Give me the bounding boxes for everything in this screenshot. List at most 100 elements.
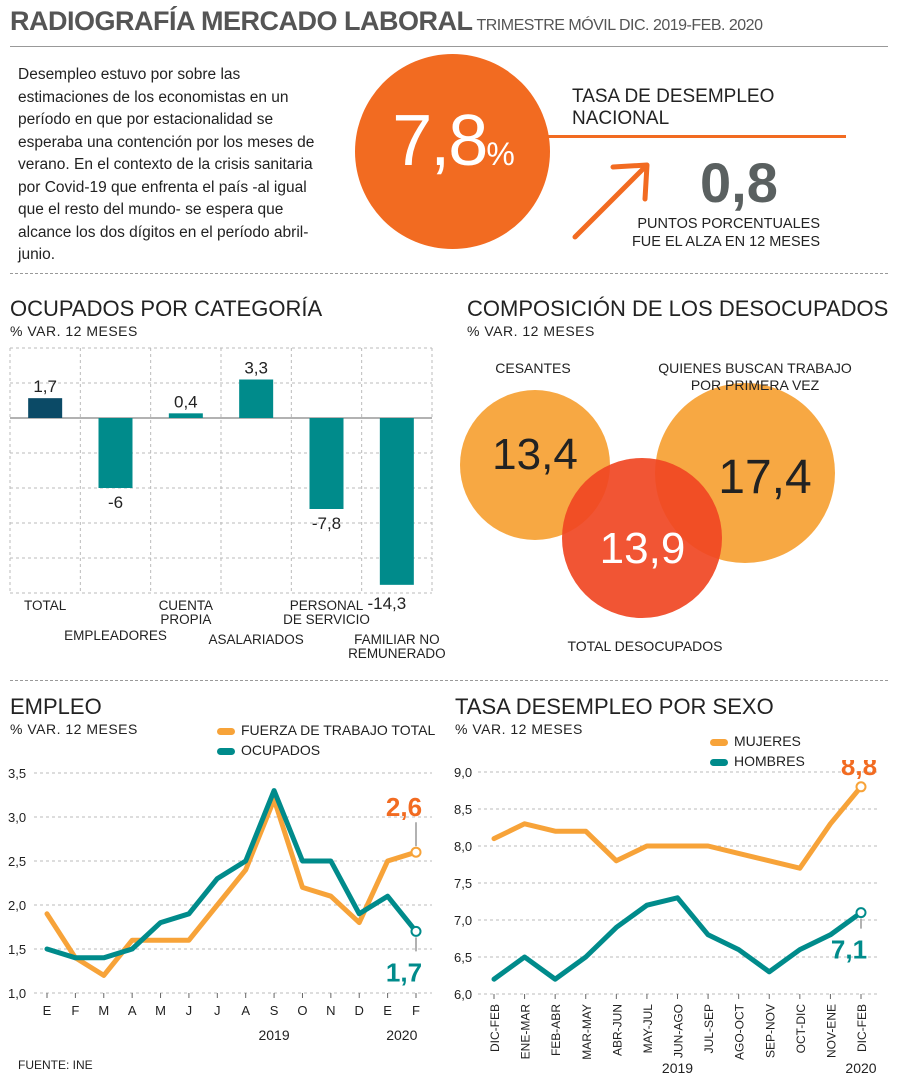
- x-tick-label: FEB-ABR: [549, 1004, 563, 1056]
- ocupados-title: OCUPADOS POR CATEGORÍA: [10, 296, 323, 321]
- legend-ocupados-swatch: [217, 747, 235, 755]
- divider-1: [10, 273, 888, 274]
- x-tick-label: E: [383, 1003, 392, 1018]
- legend-fuerza-swatch: [217, 727, 235, 735]
- category-label: FAMILIAR NO: [354, 632, 440, 647]
- x-tick-label: N: [326, 1003, 335, 1018]
- bar-value-label: -6: [108, 493, 123, 512]
- bar-value-label: 0,4: [174, 392, 198, 411]
- desocupados-subtitle: % VAR. 12 MESES: [467, 323, 595, 339]
- x-tick-label: MAR-MAY: [580, 1004, 594, 1060]
- y-tick-label: 8,5: [454, 802, 472, 817]
- total-label: TOTAL DESOCUPADOS: [567, 638, 723, 654]
- y-tick-label: 1,0: [8, 986, 26, 1001]
- legend-ocupados-text: OCUPADOS: [241, 742, 321, 758]
- rate-unit: %: [486, 136, 514, 172]
- legend-mujeres: MUJERES: [710, 733, 801, 749]
- x-tick-label: M: [155, 1003, 166, 1018]
- ocupados-line: [44, 788, 419, 961]
- legend-mujeres-text: MUJERES: [734, 733, 801, 749]
- fuerza-end-label: 2,6: [386, 792, 422, 822]
- x-tick-label: NOV-ENE: [824, 1004, 838, 1058]
- bar: [98, 418, 133, 488]
- year-label-2019: 2019: [258, 1027, 289, 1043]
- primera-vez-value: 17,4: [718, 451, 812, 504]
- intro-text: Desempleo estuvo por sobre las estimacio…: [18, 66, 315, 263]
- x-tick-label: SEP-NOV: [763, 1004, 777, 1058]
- title-text: RADIOGRAFÍA MERCADO LABORAL: [10, 6, 473, 36]
- sexo-title: TASA DESEMPLEO POR SEXO: [455, 694, 774, 719]
- rate-label: TASA DE DESEMPLEO NACIONAL: [572, 86, 775, 129]
- hombres-line: [491, 895, 864, 982]
- primera-vez-label-2: POR PRIMERA VEZ: [690, 377, 820, 393]
- x-tick-label: O: [297, 1003, 307, 1018]
- fuerza-line: [44, 796, 419, 978]
- legend-mujeres-swatch: [710, 738, 728, 746]
- y-tick-label: 2,0: [8, 898, 26, 913]
- bar: [168, 413, 203, 418]
- empleo-line-chart: 1,0 1,5 2,0 2,5 3,0 3,5 E F M A M J J A S O N D E F 2019 2020…: [8, 766, 432, 1043]
- source-note: FUENTE: INE: [18, 1058, 93, 1072]
- ocupados-end-label: 1,7: [386, 957, 422, 987]
- category-label: EMPLEADORES: [64, 628, 167, 643]
- change-value: 0,8: [700, 151, 778, 214]
- legend-hombres-text: HOMBRES: [734, 753, 805, 769]
- y-tick-label: 1,5: [8, 942, 26, 957]
- x-tick-label: F: [412, 1003, 420, 1018]
- fuerza-end-marker: [410, 846, 422, 858]
- x-tick-label: M: [98, 1003, 109, 1018]
- x-tick-label: J: [214, 1003, 221, 1018]
- bar-value-label: 3,3: [244, 359, 268, 378]
- x-tick-label: JUL-SEP: [702, 1004, 716, 1053]
- legend-ocupados: OCUPADOS: [217, 742, 320, 758]
- page-subtitle: TRIMESTRE MÓVIL DIC. 2019-FEB. 2020: [476, 17, 763, 34]
- rate-number: 7,8: [392, 101, 488, 181]
- category-label: PERSONAL: [290, 598, 364, 613]
- x-tick-label: E: [43, 1003, 52, 1018]
- x-tick-label: DIC-FEB: [855, 1004, 869, 1052]
- bar-value-label: -14,3: [367, 594, 406, 613]
- cesantes-value: 13,4: [492, 430, 578, 479]
- x-tick-label: OCT-DIC: [794, 1004, 808, 1054]
- x-tick-label: ENE-MAR: [519, 1004, 533, 1060]
- legend-fuerza-text: FUERZA DE TRABAJO TOTAL: [241, 722, 436, 738]
- category-label: TOTAL: [24, 598, 67, 613]
- divider-2: [10, 680, 888, 681]
- mujeres-end-label: 8,8: [841, 760, 877, 781]
- up-arrow-icon: [572, 162, 650, 240]
- x-tick-label: F: [71, 1003, 79, 1018]
- y-tick-label: 6,5: [454, 950, 472, 965]
- venn-diagram: [460, 383, 835, 618]
- y-tick-label: 3,0: [8, 810, 26, 825]
- total-circle: [562, 458, 722, 618]
- rate-circle: [355, 54, 550, 249]
- y-tick-label: 9,0: [454, 765, 472, 780]
- legend-hombres: HOMBRES: [710, 753, 805, 769]
- hombres-end-label: 7,1: [831, 935, 867, 965]
- y-tick-label: 8,0: [454, 839, 472, 854]
- page-title: RADIOGRAFÍA MERCADO LABORAL TRIMESTRE MÓV…: [10, 6, 763, 37]
- mujeres-end-marker: [855, 781, 867, 793]
- ocupados-subtitle: % VAR. 12 MESES: [10, 323, 138, 339]
- change-label: PUNTOS PORCENTUALES FUE EL ALZA EN 12 MES…: [610, 215, 820, 251]
- category-label: PROPIA: [160, 612, 211, 627]
- legend-fuerza: FUERZA DE TRABAJO TOTAL: [217, 722, 435, 738]
- sexo-subtitle: % VAR. 12 MESES: [455, 721, 583, 737]
- legend-hombres-swatch: [710, 758, 728, 766]
- bar: [239, 379, 274, 418]
- y-tick-label: 7,5: [454, 876, 472, 891]
- x-tick-label: AGO-OCT: [733, 1003, 747, 1060]
- bar-value-label: -7,8: [312, 514, 341, 533]
- rate-line: [548, 135, 846, 138]
- ocupados-end-marker: [410, 925, 422, 937]
- category-label: CUENTA: [159, 598, 214, 613]
- x-tick-label: D: [355, 1003, 364, 1018]
- x-tick-label: A: [241, 1003, 250, 1018]
- year-label-2019: 2019: [662, 1060, 693, 1076]
- change-label-2: FUE EL ALZA EN 12 MESES: [631, 234, 820, 250]
- sexo-line-chart: 6,0 6,5 7,0 7,5 8,0 8,5 9,0 DIC-FEB ENE-MAR FEB-A…: [454, 760, 880, 1076]
- x-tick-label: J: [186, 1003, 193, 1018]
- bar: [309, 418, 344, 509]
- cesantes-label: CESANTES: [495, 360, 571, 376]
- header-rule: [10, 46, 888, 47]
